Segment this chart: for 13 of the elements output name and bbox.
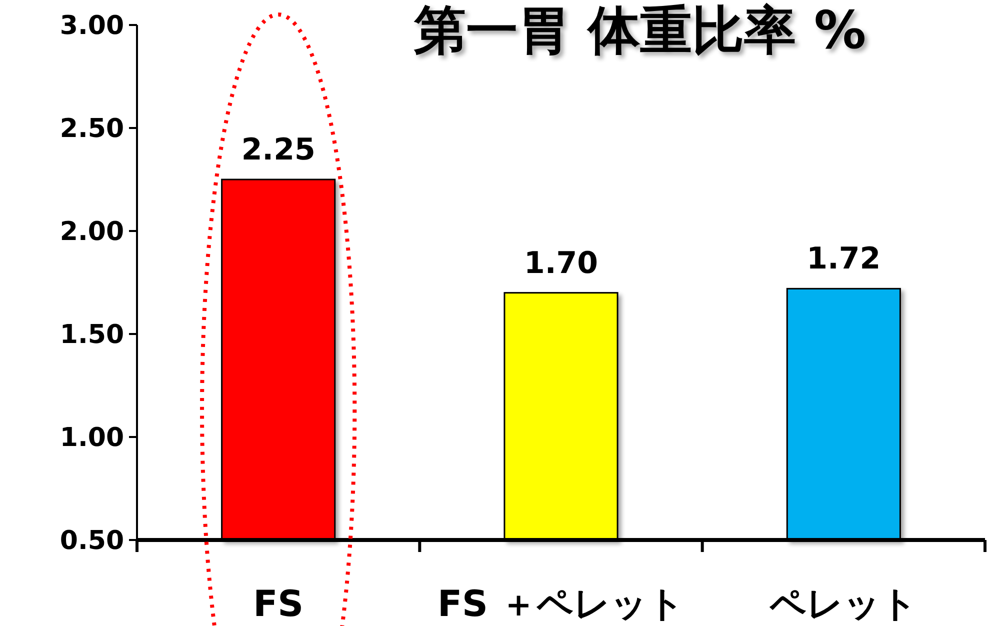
y-tick-label: 2.00 (60, 217, 124, 247)
y-tick-label: 3.00 (60, 11, 124, 41)
x-tick-label: FS ＋ペレット (437, 584, 685, 625)
y-tick-label: 1.00 (60, 423, 124, 453)
x-tick-label: FS (253, 584, 304, 625)
chart-title: 第一胃 体重比率 % (412, 1, 866, 61)
data-label: 1.72 (806, 242, 881, 277)
y-tick-label: 2.50 (60, 114, 124, 144)
data-label: 2.25 (241, 132, 316, 168)
y-tick-label: 1.50 (60, 320, 124, 350)
data-label: 1.70 (524, 246, 598, 281)
x-tick-label: ペレット (768, 584, 918, 625)
y-tick-label: 0.50 (60, 526, 124, 556)
